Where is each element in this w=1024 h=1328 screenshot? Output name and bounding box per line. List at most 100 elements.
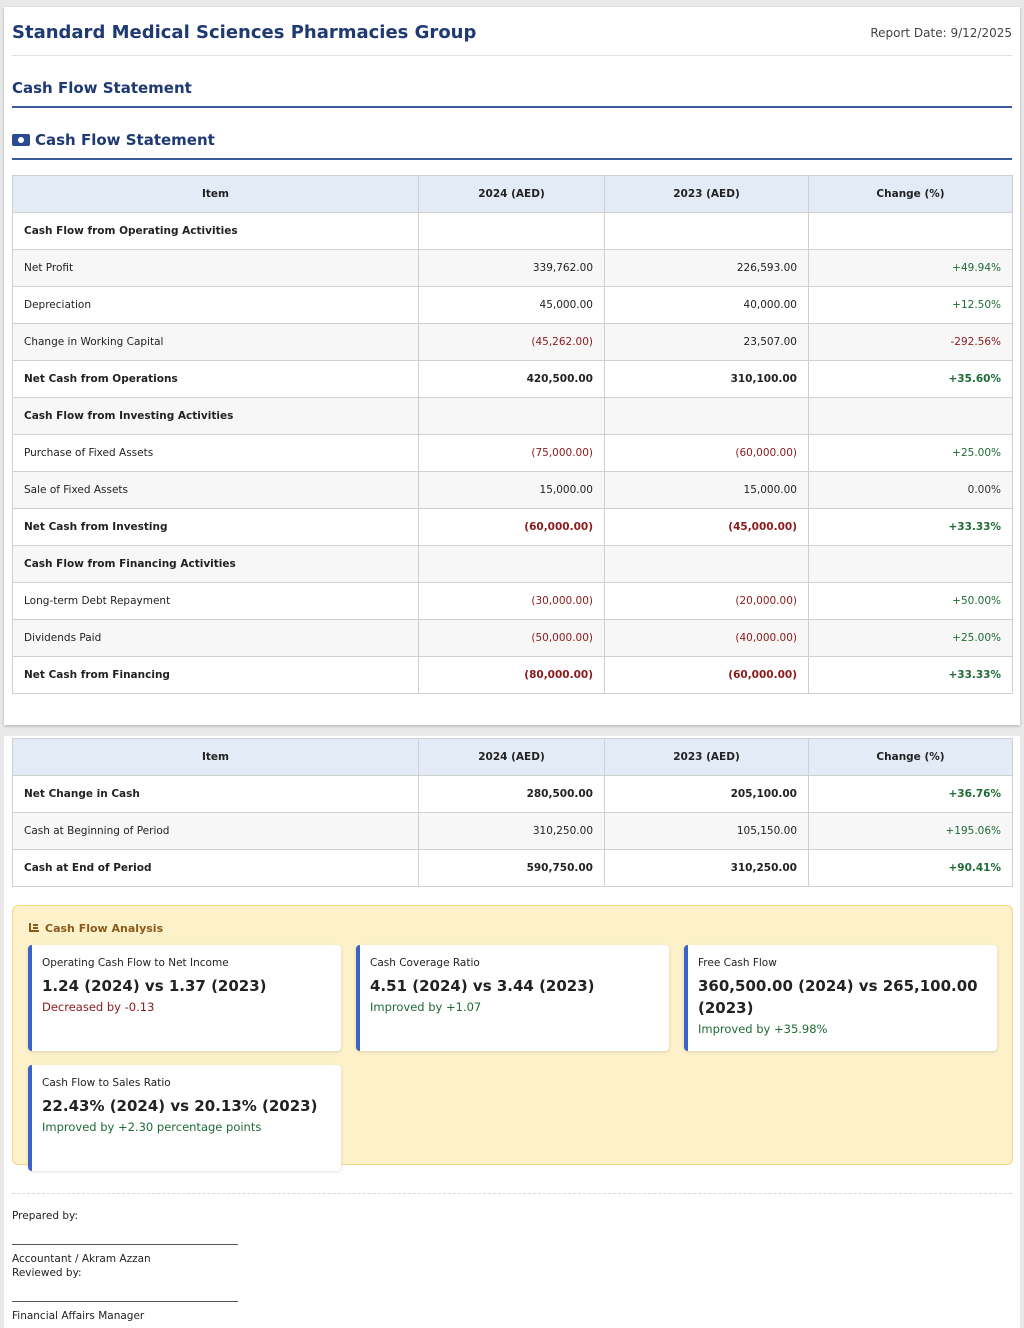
table-row: Change in Working Capital (45,262.00) 23,5… xyxy=(12,323,1013,361)
row-item-label: Cash at Beginning of Period xyxy=(12,812,419,850)
bar-chart-icon xyxy=(29,923,39,932)
row-item-label: Sale of Fixed Assets xyxy=(12,471,419,509)
table-row: Net Profit 339,762.00 226,593.00 +49.94% xyxy=(12,249,1013,287)
table-row: Net Cash from Operations 420,500.00 310,10… xyxy=(12,360,1013,398)
metric-change-note: Improved by +1.07 xyxy=(370,1000,482,1014)
table-row: Dividends Paid (50,000.00) (40,000.00) +25.… xyxy=(12,619,1013,657)
row-item-label: Depreciation xyxy=(12,286,419,324)
row-value-2023: 23,507.00 xyxy=(604,323,809,361)
signature-line xyxy=(12,1301,238,1302)
row-value-2023: (45,000.00) xyxy=(604,508,809,546)
row-value-2023: (60,000.00) xyxy=(604,656,809,694)
section-title-text: Cash Flow Statement xyxy=(35,131,215,149)
metric-card-free-cash-flow: Free Cash Flow 360,500.00 (2024) vs 265,… xyxy=(684,945,997,1051)
report-page-1: Standard Medical Sciences Pharmacies Gro… xyxy=(4,7,1020,725)
reviewed-by-label: Reviewed by: xyxy=(12,1267,82,1279)
cash-flow-analysis-panel: Cash Flow Analysis Operating Cash Flow t… xyxy=(12,905,1013,1171)
row-value-2024: (60,000.00) xyxy=(418,508,605,546)
metric-change-note: Improved by +2.30 percentage points xyxy=(42,1120,262,1134)
table-row: Purchase of Fixed Assets (75,000.00) (60,0… xyxy=(12,434,1013,472)
analysis-title-text: Cash Flow Analysis xyxy=(45,922,164,935)
row-change-percent: -292.56% xyxy=(808,323,1013,361)
row-value-2023 xyxy=(604,397,809,435)
row-change-percent: +25.00% xyxy=(808,434,1013,472)
row-item-label: Long-term Debt Repayment xyxy=(12,582,419,620)
row-value-2024: 339,762.00 xyxy=(418,249,605,287)
table-row: Long-term Debt Repayment (30,000.00) (20,0… xyxy=(12,582,1013,620)
metric-card-operating-cash-flow: Operating Cash Flow to Net Income 1.24 (… xyxy=(28,945,341,1051)
row-item-label: Net Cash from Operations xyxy=(12,360,419,398)
metric-card-cash-flow-to-sales: Cash Flow to Sales Ratio 22.43% (2024) v… xyxy=(28,1065,341,1171)
money-icon xyxy=(12,134,30,146)
row-change-percent: +49.94% xyxy=(808,249,1013,287)
row-item-label: Cash Flow from Operating Activities xyxy=(12,212,419,250)
row-value-2024: (80,000.00) xyxy=(418,656,605,694)
row-item-label: Cash Flow from Financing Activities xyxy=(12,545,419,583)
row-item-label: Net Cash from Financing xyxy=(12,656,419,694)
row-value-2023: (40,000.00) xyxy=(604,619,809,657)
row-item-label: Dividends Paid xyxy=(12,619,419,657)
metric-label: Free Cash Flow xyxy=(698,957,777,969)
cash-summary-table: Item 2024 (AED) 2023 (AED) Change (%) Ne… xyxy=(12,738,1013,887)
reviewed-by-name: Financial Affairs Manager xyxy=(12,1310,145,1322)
row-change-percent xyxy=(808,212,1013,250)
row-change-percent: 0.00% xyxy=(808,471,1013,509)
row-change-percent xyxy=(808,545,1013,583)
row-value-2023: 226,593.00 xyxy=(604,249,809,287)
metric-label: Cash Coverage Ratio xyxy=(370,957,480,969)
table-row: Net Cash from Financing (80,000.00) (60,00… xyxy=(12,656,1013,694)
column-header-change: Change (%) xyxy=(808,175,1013,213)
table-row: Cash Flow from Financing Activities xyxy=(12,545,1013,583)
column-header-item: Item xyxy=(12,738,419,776)
row-item-label: Net Profit xyxy=(12,249,419,287)
table-row: Cash at Beginning of Period 310,250.00 105… xyxy=(12,812,1013,850)
row-item-label: Cash Flow from Investing Activities xyxy=(12,397,419,435)
section-title: Cash Flow Statement xyxy=(12,131,1012,160)
row-value-2023: 15,000.00 xyxy=(604,471,809,509)
metric-value: 1.24 (2024) vs 1.37 (2023) xyxy=(42,977,267,995)
document-title: Cash Flow Statement xyxy=(12,79,1012,108)
table-header-row: Item 2024 (AED) 2023 (AED) Change (%) xyxy=(12,175,1013,213)
row-change-percent: +33.33% xyxy=(808,656,1013,694)
metric-label: Cash Flow to Sales Ratio xyxy=(42,1077,171,1089)
cash-flow-table: Item 2024 (AED) 2023 (AED) Change (%) Ca… xyxy=(12,175,1013,694)
metric-value: 22.43% (2024) vs 20.13% (2023) xyxy=(42,1097,318,1115)
row-change-percent: +195.06% xyxy=(808,812,1013,850)
signature-line xyxy=(12,1244,238,1245)
row-value-2024: 420,500.00 xyxy=(418,360,605,398)
row-value-2024: (30,000.00) xyxy=(418,582,605,620)
row-item-label: Cash at End of Period xyxy=(12,849,419,887)
table-row: Cash Flow from Operating Activities xyxy=(12,212,1013,250)
row-value-2023 xyxy=(604,212,809,250)
row-value-2023: (20,000.00) xyxy=(604,582,809,620)
row-value-2023: (60,000.00) xyxy=(604,434,809,472)
row-value-2024: (50,000.00) xyxy=(418,619,605,657)
row-item-label: Change in Working Capital xyxy=(12,323,419,361)
row-value-2024: 590,750.00 xyxy=(418,849,605,887)
row-value-2024 xyxy=(418,545,605,583)
metric-label: Operating Cash Flow to Net Income xyxy=(42,957,229,969)
table-row: Cash at End of Period 590,750.00 310,250.0… xyxy=(12,849,1013,887)
signature-section: Prepared by: Accountant / Akram Azzan Re… xyxy=(12,1193,1012,1322)
document-title-text: Cash Flow Statement xyxy=(12,79,192,97)
table-header-row: Item 2024 (AED) 2023 (AED) Change (%) xyxy=(12,738,1013,776)
column-header-change: Change (%) xyxy=(808,738,1013,776)
row-value-2024: (75,000.00) xyxy=(418,434,605,472)
metric-change-note: Improved by +35.98% xyxy=(698,1022,828,1036)
row-change-percent: +25.00% xyxy=(808,619,1013,657)
report-date: Report Date: 9/12/2025 xyxy=(870,26,1012,40)
analysis-title: Cash Flow Analysis xyxy=(29,922,163,935)
column-header-2023: 2023 (AED) xyxy=(604,175,809,213)
row-change-percent: +33.33% xyxy=(808,508,1013,546)
report-page-2: Item 2024 (AED) 2023 (AED) Change (%) Ne… xyxy=(4,736,1020,1328)
row-change-percent: +90.41% xyxy=(808,849,1013,887)
column-header-2024: 2024 (AED) xyxy=(418,175,605,213)
metric-change-note: Decreased by -0.13 xyxy=(42,1000,155,1014)
table-row: Depreciation 45,000.00 40,000.00 +12.50% xyxy=(12,286,1013,324)
row-change-percent: +12.50% xyxy=(808,286,1013,324)
row-value-2023: 105,150.00 xyxy=(604,812,809,850)
metric-value: 360,500.00 (2024) vs 265,100.00 (2023) xyxy=(698,977,978,1017)
row-value-2024: 15,000.00 xyxy=(418,471,605,509)
row-change-percent xyxy=(808,397,1013,435)
prepared-by-label: Prepared by: xyxy=(12,1210,78,1222)
